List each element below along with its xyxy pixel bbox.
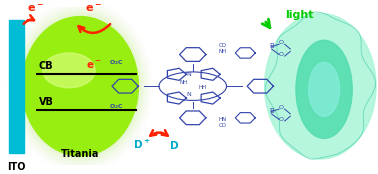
Text: light: light	[285, 10, 313, 20]
Text: CB: CB	[39, 61, 54, 71]
Text: N: N	[187, 92, 191, 97]
Text: $\mathbf{e^-}$: $\mathbf{e^-}$	[86, 60, 102, 71]
Text: $\mathbf{D^+}$: $\mathbf{D^+}$	[133, 138, 151, 152]
Text: VB: VB	[39, 97, 54, 107]
Text: B: B	[269, 43, 274, 49]
Text: $\mathbf{e^-}$: $\mathbf{e^-}$	[85, 2, 102, 14]
Text: $\mathbf{O_2C}$: $\mathbf{O_2C}$	[108, 58, 123, 67]
Ellipse shape	[43, 53, 95, 88]
Text: O: O	[279, 117, 284, 122]
Text: $\mathbf{O_2C}$: $\mathbf{O_2C}$	[108, 102, 123, 111]
Text: N: N	[187, 72, 191, 77]
Ellipse shape	[296, 40, 352, 138]
Text: CO
NH: CO NH	[218, 43, 227, 54]
Text: ITO: ITO	[7, 162, 26, 172]
Text: $\mathbf{e^-}$: $\mathbf{e^-}$	[27, 2, 43, 14]
Ellipse shape	[22, 17, 138, 156]
Text: $\mathbf{D}$: $\mathbf{D}$	[169, 140, 179, 152]
Text: O: O	[279, 40, 284, 45]
Text: HH: HH	[198, 85, 206, 90]
Ellipse shape	[308, 62, 339, 116]
Text: O: O	[279, 105, 284, 110]
Text: B: B	[269, 108, 274, 114]
Text: NH: NH	[179, 80, 187, 85]
Text: O: O	[279, 52, 284, 57]
Bar	[9, 20, 24, 153]
Text: Titania: Titania	[61, 149, 99, 159]
Text: HN
CO: HN CO	[218, 117, 227, 128]
Ellipse shape	[265, 13, 376, 159]
